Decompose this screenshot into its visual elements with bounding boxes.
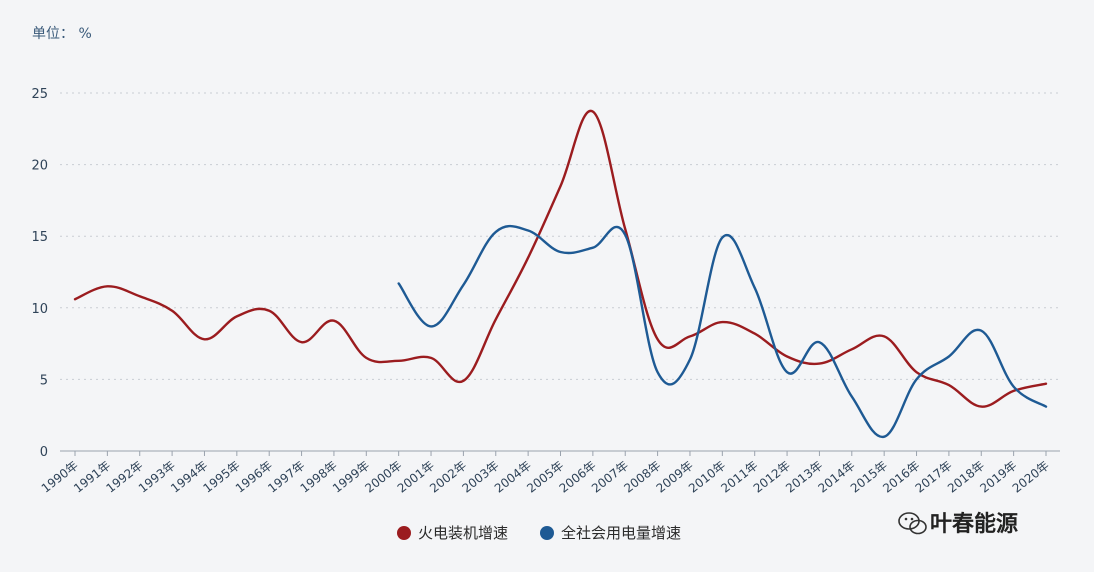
y-tick-label: 20 — [31, 159, 48, 174]
series-line-thermal-capacity — [73, 109, 1048, 408]
axes: 05101520251990年1991年1992年1993年1994年1995年… — [31, 87, 1060, 496]
watermark-text: 叶春能源 — [930, 511, 1018, 537]
y-tick-label: 5 — [40, 373, 48, 388]
y-tick-label: 0 — [40, 445, 48, 460]
y-tick-label: 15 — [31, 230, 48, 245]
legend: 火电装机增速 全社会用电量增速 — [397, 524, 681, 542]
legend-label-thermal-capacity: 火电装机增速 — [418, 524, 508, 542]
series-line-electricity-consumption — [397, 224, 1048, 438]
unit-label: 单位： % — [32, 26, 92, 42]
y-tick-label: 10 — [31, 302, 48, 317]
series-lines — [73, 109, 1048, 438]
legend-label-electricity-consumption: 全社会用电量增速 — [561, 524, 681, 542]
legend-marker-thermal-capacity — [397, 526, 411, 540]
x-tick-label: 2020年 — [1010, 458, 1052, 495]
y-tick-label: 25 — [31, 87, 48, 102]
watermark: 叶春能源 — [898, 511, 1018, 537]
grid-lines — [60, 92, 1060, 380]
legend-marker-electricity-consumption — [540, 526, 554, 540]
wechat-icon — [898, 512, 927, 535]
